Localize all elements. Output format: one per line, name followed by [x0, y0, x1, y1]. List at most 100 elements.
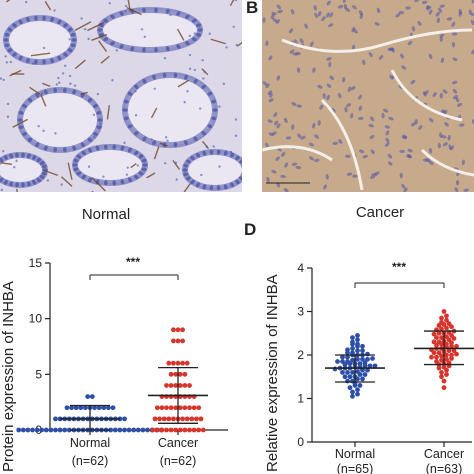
- data-point-normal: [131, 427, 137, 433]
- nucleus: [21, 182, 25, 188]
- stroma-nucleus: [99, 122, 102, 125]
- data-point-cancer: [434, 335, 439, 340]
- stroma-nucleus: [68, 38, 71, 41]
- nucleus: [7, 48, 13, 53]
- stroma-nucleus: [55, 83, 59, 86]
- nucleus: [43, 145, 48, 151]
- stroma-nucleus: [93, 136, 96, 139]
- nucleus: [385, 137, 390, 143]
- data-point-cancer: [449, 352, 454, 358]
- nucleus: [193, 136, 198, 142]
- stroma-nucleus: [166, 139, 169, 142]
- nucleus: [211, 116, 217, 121]
- nucleus: [63, 23, 68, 28]
- normal-tissue-micrograph: [0, 0, 242, 192]
- nucleus: [312, 67, 316, 73]
- nucleus: [471, 49, 474, 55]
- data-point-normal: [355, 369, 360, 374]
- nucleus: [57, 19, 62, 25]
- data-point-normal: [89, 394, 95, 399]
- data-point-normal: [355, 356, 360, 362]
- nucleus: [0, 177, 4, 183]
- protein-expression-chart: Protein expression of INHBA *** Normal C…: [0, 255, 228, 472]
- data-point-normal: [92, 405, 97, 411]
- data-point-cancer: [441, 385, 447, 391]
- data-point-cancer: [182, 371, 188, 377]
- nucleus: [123, 116, 129, 121]
- nucleus: [439, 92, 443, 99]
- nucleus: [195, 152, 201, 158]
- nucleus: [130, 46, 135, 52]
- nucleus: [271, 131, 277, 136]
- x-count-label-normal: (n=65): [337, 462, 373, 474]
- data-point-cancer: [184, 416, 190, 422]
- stroma-nucleus: [80, 17, 83, 20]
- stroma-nucleus: [124, 4, 128, 8]
- stroma-nucleus: [62, 72, 65, 75]
- data-point-cancer: [164, 383, 169, 388]
- nucleus: [290, 9, 295, 15]
- data-point-normal: [347, 374, 353, 380]
- data-point-normal: [53, 427, 58, 433]
- data-point-normal: [355, 341, 360, 347]
- stroma-nucleus: [140, 28, 144, 31]
- nucleus: [26, 181, 31, 187]
- nucleus: [112, 144, 117, 150]
- nucleus: [138, 171, 144, 176]
- stroma-nucleus: [125, 173, 129, 176]
- nucleus: [32, 155, 37, 161]
- data-point-cancer: [175, 338, 181, 344]
- nucleus: [359, 13, 364, 20]
- data-point-cancer: [436, 330, 442, 336]
- nucleus: [201, 131, 206, 136]
- data-point-normal: [30, 427, 35, 433]
- nucleus: [50, 16, 54, 22]
- stroma-nucleus: [0, 188, 4, 192]
- stroma-nucleus: [188, 34, 192, 38]
- nucleus: [73, 158, 79, 163]
- nucleus: [34, 59, 38, 65]
- stroma-nucleus: [188, 53, 192, 57]
- data-point-normal: [83, 405, 88, 411]
- nucleus: [439, 132, 443, 138]
- stroma-nucleus: [134, 114, 138, 117]
- nucleus: [312, 122, 316, 129]
- nucleus: [127, 177, 132, 183]
- data-point-cancer: [441, 364, 447, 370]
- data-point-cancer: [168, 383, 174, 388]
- nucleus: [461, 159, 465, 166]
- stroma-nucleus: [111, 79, 114, 82]
- stroma-nucleus: [232, 25, 235, 29]
- y-axis-label: Protein expression of INHBA: [0, 281, 17, 472]
- nucleus: [384, 142, 390, 147]
- data-point-cancer: [441, 378, 447, 384]
- y-tick-label: 15: [29, 256, 43, 270]
- nucleus: [63, 52, 68, 57]
- nucleus: [309, 41, 314, 47]
- nucleus: [329, 75, 335, 81]
- nucleus: [185, 14, 190, 19]
- nucleus: [362, 154, 368, 159]
- stain-strand: [159, 142, 168, 147]
- stain-strand: [130, 163, 137, 169]
- data-point-cancer: [159, 405, 165, 411]
- data-point-normal: [106, 405, 111, 411]
- nucleus: [309, 156, 314, 161]
- stroma-nucleus: [139, 154, 143, 157]
- nucleus: [442, 89, 448, 94]
- nucleus: [152, 74, 156, 80]
- data-point-normal: [365, 356, 370, 362]
- nucleus: [317, 84, 323, 89]
- data-point-cancer: [444, 356, 449, 362]
- nucleus: [418, 125, 423, 130]
- stroma-nucleus: [25, 0, 28, 4]
- data-point-cancer: [168, 371, 174, 377]
- stain-strand: [229, 0, 235, 6]
- data-point-cancer: [444, 372, 449, 377]
- nucleus: [414, 0, 420, 3]
- stain-strand: [60, 176, 73, 187]
- nucleus: [456, 103, 463, 107]
- data-point-cancer: [166, 416, 172, 422]
- nucleus: [9, 153, 14, 159]
- stroma-nucleus: [163, 56, 167, 60]
